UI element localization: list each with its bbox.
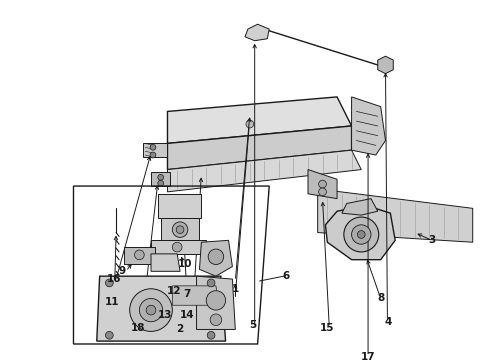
Polygon shape bbox=[151, 172, 171, 186]
Circle shape bbox=[105, 332, 113, 339]
Circle shape bbox=[352, 225, 371, 244]
Text: 6: 6 bbox=[282, 271, 289, 281]
Circle shape bbox=[208, 249, 223, 265]
Circle shape bbox=[158, 175, 164, 180]
Polygon shape bbox=[158, 194, 201, 218]
Text: 10: 10 bbox=[178, 258, 192, 269]
Text: 8: 8 bbox=[377, 293, 384, 303]
Polygon shape bbox=[308, 170, 337, 199]
Text: 15: 15 bbox=[320, 323, 335, 333]
Polygon shape bbox=[168, 150, 361, 192]
Circle shape bbox=[150, 152, 156, 158]
Circle shape bbox=[139, 298, 163, 322]
Polygon shape bbox=[151, 254, 180, 271]
Polygon shape bbox=[245, 24, 269, 41]
Polygon shape bbox=[342, 199, 378, 215]
Circle shape bbox=[318, 188, 326, 196]
Circle shape bbox=[357, 231, 365, 238]
Polygon shape bbox=[196, 276, 235, 329]
Text: 3: 3 bbox=[428, 235, 436, 245]
Text: 12: 12 bbox=[167, 286, 181, 296]
Circle shape bbox=[176, 226, 184, 234]
Circle shape bbox=[146, 305, 156, 315]
Text: 5: 5 bbox=[249, 320, 256, 330]
Polygon shape bbox=[378, 56, 393, 74]
Polygon shape bbox=[325, 206, 395, 260]
Text: 4: 4 bbox=[385, 317, 392, 327]
Circle shape bbox=[344, 217, 379, 252]
Text: 11: 11 bbox=[105, 297, 120, 307]
Circle shape bbox=[210, 314, 222, 325]
Circle shape bbox=[105, 279, 113, 287]
Text: 1: 1 bbox=[232, 284, 239, 294]
Polygon shape bbox=[352, 97, 386, 155]
Polygon shape bbox=[97, 276, 225, 341]
Text: 2: 2 bbox=[176, 324, 184, 334]
Circle shape bbox=[172, 222, 188, 237]
Polygon shape bbox=[124, 247, 155, 264]
Text: 13: 13 bbox=[157, 310, 172, 320]
Circle shape bbox=[130, 289, 172, 332]
Polygon shape bbox=[318, 189, 473, 242]
Circle shape bbox=[318, 180, 326, 188]
Text: 9: 9 bbox=[119, 266, 125, 276]
Polygon shape bbox=[143, 143, 168, 157]
Text: 7: 7 bbox=[183, 289, 191, 298]
Circle shape bbox=[246, 120, 254, 128]
Circle shape bbox=[135, 250, 144, 260]
Circle shape bbox=[207, 332, 215, 339]
Polygon shape bbox=[172, 286, 219, 305]
Polygon shape bbox=[151, 240, 206, 254]
Text: 17: 17 bbox=[361, 352, 375, 360]
Text: 14: 14 bbox=[179, 310, 194, 320]
Circle shape bbox=[150, 144, 156, 150]
Text: 16: 16 bbox=[107, 274, 122, 284]
Circle shape bbox=[158, 180, 164, 186]
Text: 18: 18 bbox=[131, 323, 146, 333]
Polygon shape bbox=[168, 97, 352, 143]
Circle shape bbox=[172, 242, 182, 252]
Circle shape bbox=[207, 279, 215, 287]
Polygon shape bbox=[161, 218, 199, 240]
Polygon shape bbox=[168, 126, 352, 170]
Circle shape bbox=[206, 291, 225, 310]
Polygon shape bbox=[199, 240, 232, 276]
